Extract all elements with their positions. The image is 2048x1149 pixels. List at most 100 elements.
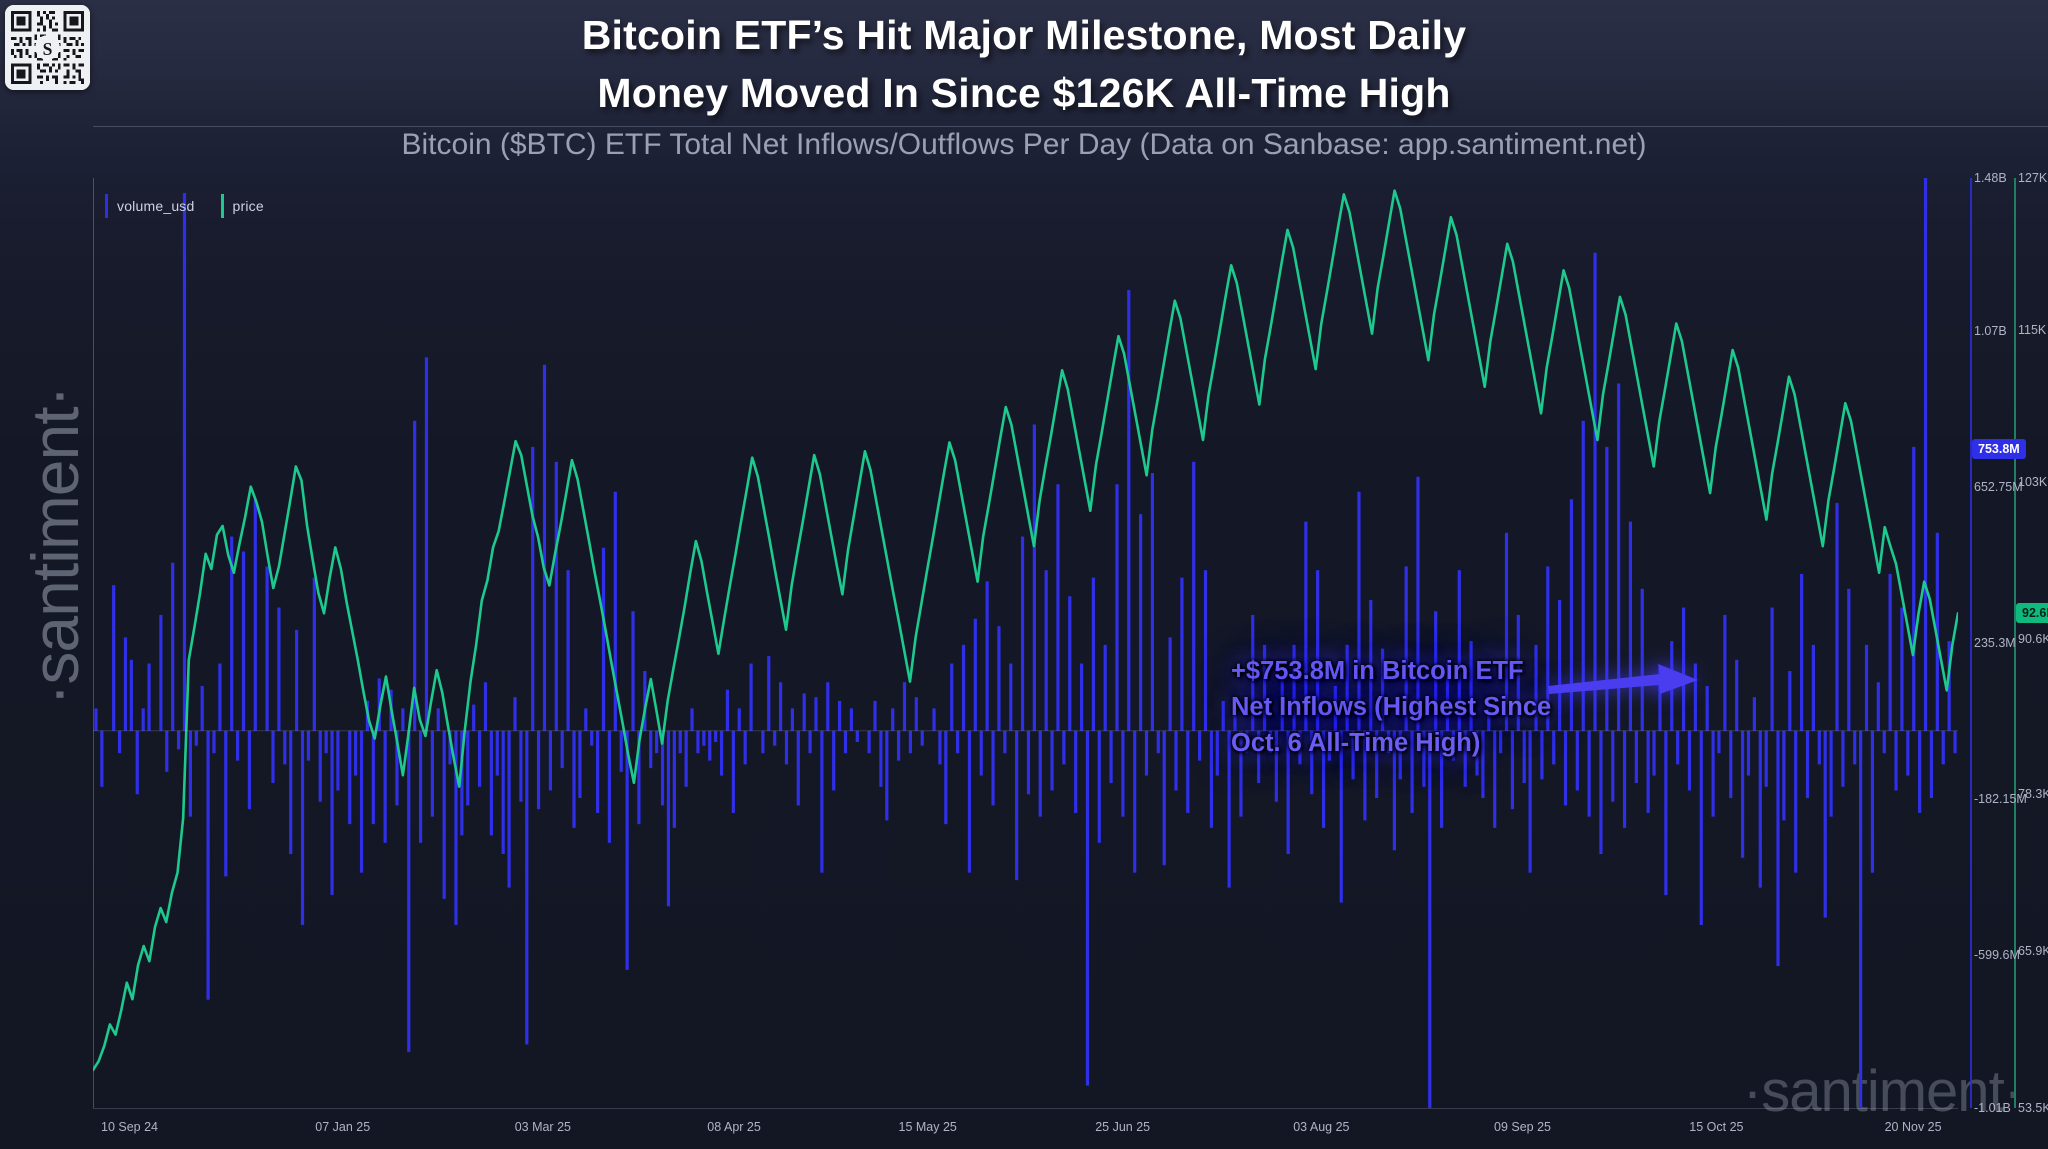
legend-swatch-price — [220, 194, 224, 218]
volume-bar — [672, 730, 676, 828]
volume-bar — [867, 730, 871, 754]
volume-bar — [383, 730, 387, 843]
volume-bar — [1935, 532, 1939, 731]
x-axis-line — [93, 1108, 1958, 1109]
volume-bar — [94, 708, 98, 731]
volume-bar — [1723, 614, 1727, 731]
plot-area[interactable] — [93, 178, 1958, 1108]
volume-bar — [1026, 730, 1031, 795]
volume-bar — [784, 730, 789, 765]
volume-bar — [176, 730, 181, 750]
volume-bar — [826, 682, 830, 731]
volume-bar — [997, 626, 1001, 731]
right-axes: 1.48B 1.07B 652.75M 235.3M -182.15M -599.6M -1… — [1958, 171, 2048, 1115]
volume-bar — [1764, 730, 1768, 787]
annotation-line-1: +$753.8M in Bitcoin ETF — [1231, 657, 1524, 685]
volume-bar — [182, 192, 187, 731]
volume-bar — [1923, 178, 1928, 731]
volume-bar — [1068, 596, 1072, 731]
price-tick-label: 103K — [2018, 474, 2048, 489]
volume-bar — [359, 730, 364, 873]
volume-bar — [1817, 730, 1821, 765]
volume-bar — [814, 697, 818, 731]
title-line-2: Money Moved In Since $126K All-Time High — [597, 70, 1451, 116]
volume-bar — [991, 730, 995, 806]
volume-bar — [100, 730, 104, 787]
volume-bar — [330, 730, 334, 896]
volume-bar — [873, 700, 877, 731]
volume-bar — [1209, 730, 1214, 828]
volume-bar — [708, 730, 712, 761]
volume-bar — [413, 420, 417, 731]
volume-bar — [625, 730, 629, 970]
legend-item-volume[interactable]: volume_usd — [105, 194, 195, 218]
volume-tick-label: 1.48B — [1974, 171, 2007, 185]
volume-bar — [1085, 730, 1090, 1086]
volume-bar — [678, 730, 682, 754]
volume-bar — [531, 446, 535, 731]
volume-bar — [885, 730, 889, 821]
volume-bar — [112, 585, 116, 731]
volume-bar — [1327, 730, 1332, 761]
volume-bar — [1487, 697, 1491, 731]
volume-bar — [1156, 730, 1160, 754]
volume-bar — [1900, 607, 1904, 731]
volume-bar — [1233, 708, 1237, 731]
volume-bar — [1581, 420, 1585, 731]
volume-bar — [1274, 730, 1278, 802]
price-tick-label: 78.3K — [2018, 787, 2048, 802]
volume-bar — [1947, 641, 1951, 731]
volume-bar — [820, 730, 824, 873]
volume-bar — [1752, 697, 1756, 731]
x-tick-label: 15 Oct 25 — [1689, 1120, 1744, 1134]
volume-tick-label: -182.15M — [1974, 791, 2027, 806]
volume-bar — [802, 693, 806, 731]
volume-bar — [448, 730, 452, 765]
volume-bar — [212, 730, 216, 754]
price-tick-label: 115K — [2018, 322, 2047, 337]
x-tick-label: 10 Sep 24 — [101, 1120, 158, 1134]
volume-bar — [236, 730, 240, 761]
volume-bar — [1711, 730, 1715, 817]
volume-bar — [1457, 570, 1461, 731]
volume-bar — [796, 730, 800, 806]
volume-bar — [790, 708, 794, 731]
volume-bar — [631, 611, 635, 731]
volume-bar — [920, 730, 924, 746]
qr-center-letter: S — [43, 39, 53, 59]
volume-bar — [1198, 730, 1202, 761]
volume-bar — [1410, 730, 1414, 813]
volume-bar — [731, 730, 735, 813]
volume-bar — [1168, 637, 1172, 731]
volume-bar — [1528, 730, 1532, 873]
volume-bar — [1032, 424, 1036, 731]
volume-bar — [1050, 730, 1054, 791]
volume-bar — [1369, 600, 1373, 731]
volume-bar — [649, 730, 653, 769]
volume-bar — [442, 730, 446, 899]
volume-bar — [832, 730, 836, 791]
volume-bar — [424, 357, 429, 731]
x-tick-label: 25 Jun 25 — [1095, 1120, 1151, 1134]
volume-bar — [507, 730, 511, 888]
volume-bar — [1038, 730, 1042, 817]
volume-bar — [1558, 600, 1562, 731]
volume-bar — [401, 708, 405, 731]
volume-bar — [1310, 730, 1314, 795]
volume-bar — [973, 618, 977, 731]
plot-left-border — [93, 178, 94, 1108]
volume-bar — [566, 570, 570, 731]
qr-code-icon[interactable]: S — [5, 5, 90, 90]
volume-bar — [348, 730, 352, 825]
volume-bar — [666, 730, 671, 907]
price-tick-label: 90.6K — [2018, 631, 2048, 646]
volume-bar — [1174, 730, 1178, 791]
volume-bar — [1321, 730, 1326, 828]
volume-bar — [1516, 614, 1520, 731]
volume-bar — [1782, 730, 1786, 821]
volume-bar — [778, 682, 783, 731]
volume-bar — [525, 730, 529, 1045]
legend-item-price[interactable]: price — [220, 194, 264, 218]
volume-bar — [1918, 730, 1922, 813]
volume-bar — [324, 730, 328, 754]
